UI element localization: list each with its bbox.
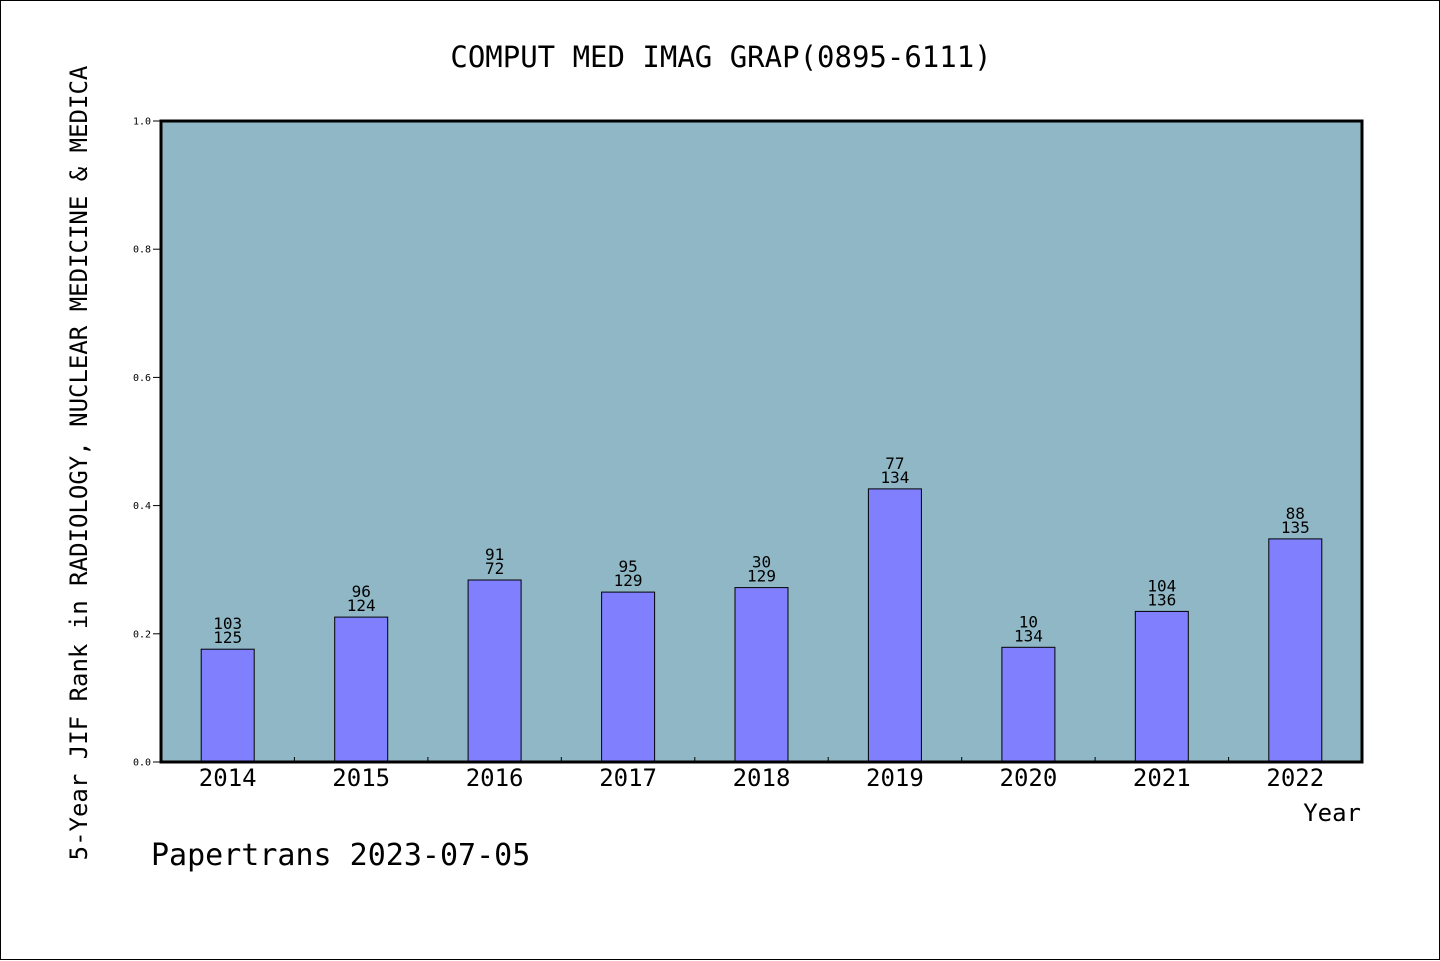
- x-tick-label-2015: 2015: [332, 764, 390, 792]
- bar-2016: [467, 579, 522, 763]
- bar-2020: [1001, 646, 1056, 763]
- bar-label-top-2015: 96: [352, 582, 371, 601]
- bar-label-top-2014: 103: [213, 614, 242, 633]
- y-tick-label-2: 0.4: [133, 501, 151, 512]
- bar-label-top-2021: 104: [1147, 576, 1176, 595]
- bar-label-top-2022: 88: [1286, 504, 1305, 523]
- bar-label-bottom-2018: 129: [747, 567, 776, 586]
- y-tick-label-4: 0.8: [133, 245, 151, 256]
- x-tick-label-2022: 2022: [1266, 764, 1324, 792]
- y-tick-label-0: 0.0: [133, 758, 151, 769]
- y-tick-label-1: 0.2: [133, 629, 151, 640]
- y-axis-label: 5-Year JIF Rank in RADIOLOGY, NUCLEAR ME…: [65, 65, 93, 860]
- bar-label-top-2018: 30: [752, 553, 771, 572]
- bar-label-bottom-2021: 136: [1147, 590, 1176, 609]
- bar-2022: [1268, 538, 1323, 763]
- y-tick-label-3: 0.6: [133, 373, 151, 384]
- bar-label-top-2017: 95: [618, 557, 637, 576]
- chart-title: COMPUT MED IMAG GRAP(0895-6111): [450, 40, 991, 74]
- x-tick-label-2014: 2014: [199, 764, 257, 792]
- x-tick-label-2020: 2020: [1000, 764, 1058, 792]
- bar-label-top-2016: 91: [485, 545, 504, 564]
- bar-label-bottom-2016: 72: [485, 559, 504, 578]
- bar-label-top-2019: 77: [885, 454, 904, 473]
- x-tick-label-2019: 2019: [866, 764, 924, 792]
- bar-2015: [334, 616, 389, 763]
- bar-label-bottom-2020: 134: [1014, 626, 1043, 645]
- x-tick-label-2021: 2021: [1133, 764, 1191, 792]
- footer-text: Papertrans 2023-07-05: [151, 838, 530, 873]
- bar-2014: [200, 648, 255, 763]
- y-tick-label-5: 1.0: [133, 117, 151, 128]
- bar-label-top-2020: 10: [1019, 612, 1038, 631]
- x-tick-label-2017: 2017: [599, 764, 657, 792]
- x-tick-label-2018: 2018: [733, 764, 791, 792]
- x-tick-label-2016: 2016: [466, 764, 524, 792]
- bar-2017: [601, 591, 656, 763]
- bar-2018: [734, 587, 789, 763]
- plot-border: [159, 119, 1364, 764]
- y-axis: 0.0 0.2 0.4 0.6 0.8 1.0: [133, 117, 161, 769]
- bar-label-bottom-2015: 124: [347, 596, 376, 615]
- bar-label-bottom-2019: 134: [880, 468, 909, 487]
- x-axis-label: Year: [1303, 799, 1361, 827]
- bar-2021: [1134, 610, 1189, 763]
- bar-label-bottom-2014: 125: [213, 628, 242, 647]
- bar-label-bottom-2022: 135: [1281, 518, 1310, 537]
- x-axis: 2014 2015 2016 2017 2018 2019 2020 2021 2022: [199, 757, 1324, 792]
- bar-label-bottom-2017: 129: [614, 571, 643, 590]
- bar-2019: [867, 488, 922, 763]
